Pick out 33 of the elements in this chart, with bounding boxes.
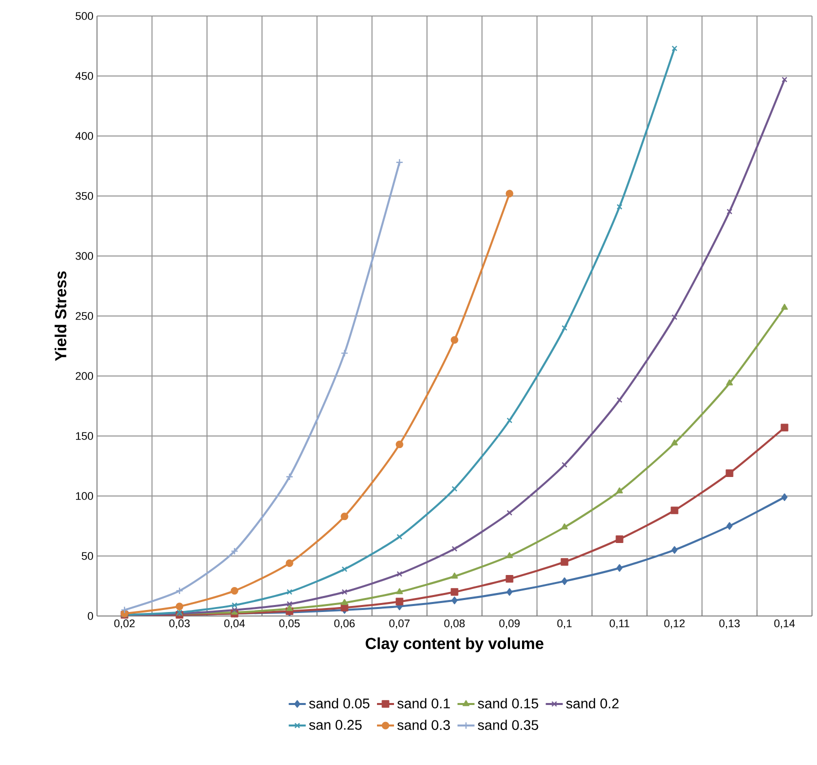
y-axis-title: Yield Stress [54,271,66,362]
x-axis-title: Clay content by volume [366,637,544,652]
legend-label: sand 0.1 [397,698,450,708]
x-tick-label: 0,07 [389,620,410,629]
legend-label: sand 0.05 [309,698,370,708]
x-tick-label: 0,12 [664,620,685,629]
y-tick-label: 300 [76,252,94,260]
y-tick-label: 100 [76,492,94,500]
x-tick-label: 0,06 [334,620,355,629]
x-tick-label: 0,02 [114,620,135,629]
legend-label: sand 0.15 [478,698,538,708]
y-tick-label: 150 [76,432,94,440]
legend-label: san 0.25 [309,720,362,730]
y-tick-label: 200 [76,372,94,380]
legend-label: sand 0.35 [478,720,538,730]
legend-label: sand 0.2 [566,698,619,708]
y-tick-label: 400 [75,132,94,140]
y-tick-label: 50 [82,552,94,560]
legend-label: sand 0.3 [397,720,450,730]
x-tick-label: 0,05 [279,620,300,629]
x-tick-label: 0,09 [499,620,520,629]
y-tick-label: 500 [76,12,94,20]
x-tick-label: 0,14 [774,620,795,629]
y-tick-label: 350 [76,192,94,200]
y-tick-label: 450 [75,72,94,80]
x-tick-label: 0,1 [557,620,572,629]
x-tick-label: 0,11 [610,620,630,629]
x-tick-label: 0,04 [224,620,245,629]
y-tick-label: 0 [88,612,94,620]
x-tick-label: 0,03 [169,620,190,629]
y-tick-label: 250 [76,312,94,320]
x-tick-label: 0,08 [444,620,465,629]
x-tick-label: 0,13 [719,620,740,629]
